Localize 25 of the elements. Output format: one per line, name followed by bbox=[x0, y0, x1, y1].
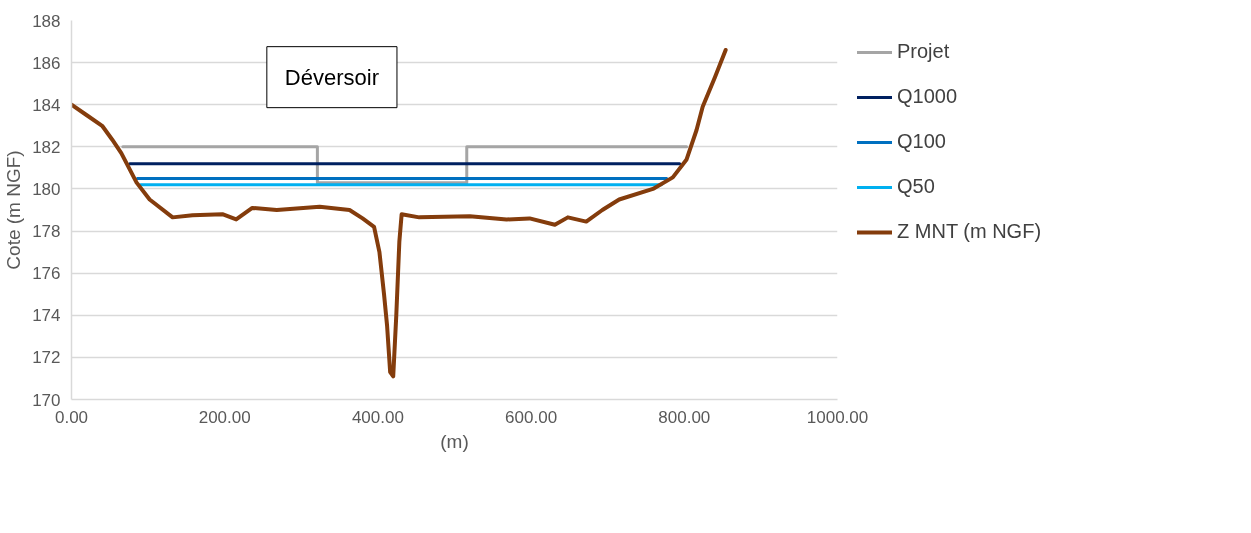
x-tick-label: 200.00 bbox=[198, 407, 251, 427]
x-tick-label: 800.00 bbox=[658, 407, 711, 427]
y-tick-label: 182 bbox=[32, 137, 61, 157]
legend-label: Projet bbox=[897, 40, 950, 63]
line-series bbox=[71, 47, 728, 379]
legend-label: Z MNT (m NGF) bbox=[897, 220, 1042, 243]
x-tick-label: 0.00 bbox=[54, 407, 89, 427]
y-tick-label: 188 bbox=[32, 11, 61, 31]
legend-label: Q100 bbox=[897, 130, 946, 153]
x-tick-label: 600.00 bbox=[505, 407, 558, 427]
y-axis-title: Cote (m NGF) bbox=[3, 150, 25, 270]
y-tick-label: 180 bbox=[32, 179, 61, 199]
y-tick-label: 176 bbox=[32, 264, 61, 284]
legend-label: Q50 bbox=[897, 175, 935, 198]
x-tick-label: 400.00 bbox=[351, 407, 404, 427]
annotation: Déversoir bbox=[284, 64, 379, 90]
legend-label: Q1000 bbox=[897, 85, 958, 108]
y-tick-label: 178 bbox=[32, 222, 61, 242]
y-tick-label: 172 bbox=[32, 348, 61, 368]
y-tick-label: 184 bbox=[32, 95, 61, 115]
x-tick-label: 1000.00 bbox=[806, 407, 869, 427]
x-axis-title: (m) bbox=[440, 430, 469, 452]
y-tick-label: 186 bbox=[32, 53, 61, 73]
y-tick-label: 170 bbox=[32, 390, 61, 410]
y-tick-label: 174 bbox=[32, 306, 61, 326]
